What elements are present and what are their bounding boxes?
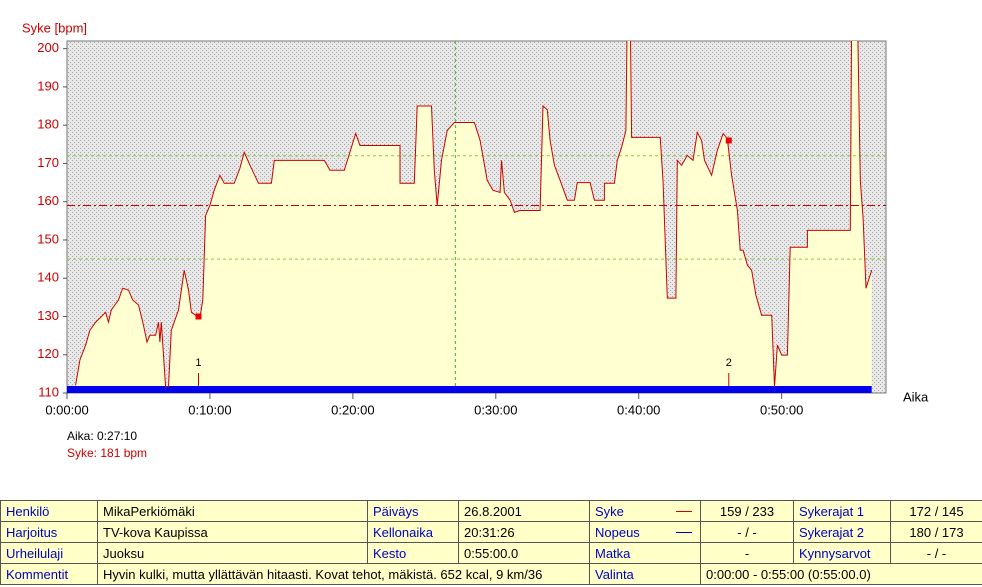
y-tick-label: 160 [37, 193, 59, 208]
cell: 0:00:00 - 0:55:00 (0:55:00.0) [700, 563, 982, 585]
x-tick-label: 0:20:00 [331, 402, 374, 417]
cell: Päiväys [367, 500, 459, 522]
selection-bar [67, 386, 872, 393]
y-tick-label: 200 [37, 40, 59, 55]
y-tick-label: 120 [37, 346, 59, 361]
cell: 20:31:26 [458, 521, 590, 543]
cell: Juoksu [97, 542, 368, 564]
lap-label: 2 [726, 357, 732, 369]
cell: TV-kova Kaupissa [97, 521, 368, 543]
y-tick-label: 150 [37, 231, 59, 246]
cell: 180 / 173 [890, 521, 982, 543]
cell: 0:55:00.0 [458, 542, 590, 564]
cell: Kommentit [0, 563, 98, 585]
lap-marker [725, 137, 732, 144]
cell: Urheilulaji [0, 542, 98, 564]
y-tick-label: 180 [37, 117, 59, 132]
lap-marker [195, 313, 202, 320]
legend-line [676, 532, 692, 533]
y-tick-label: 190 [37, 78, 59, 93]
cell: Sykerajat 1 [793, 500, 891, 522]
cursor-time: Aika: 0:27:10 [67, 429, 137, 443]
label: Syke [595, 503, 624, 519]
cell: Syke [589, 500, 701, 522]
y-axis-label: Syke [bpm] [22, 20, 87, 35]
y-tick-label: 140 [37, 270, 59, 285]
cell: Henkilö [0, 500, 98, 522]
area [75, 41, 872, 393]
cursor-hr: Syke: 181 bpm [67, 446, 147, 460]
label: Nopeus [595, 524, 640, 540]
cell: 159 / 233 [700, 500, 794, 522]
x-tick-label: 0:00:00 [45, 402, 88, 417]
cell: 26.8.2001 [458, 500, 590, 522]
y-tick-label: 130 [37, 308, 59, 323]
cell: 172 / 145 [890, 500, 982, 522]
cell: Harjoitus [0, 521, 98, 543]
lap-label: 1 [195, 357, 201, 369]
x-tick-label: 0:40:00 [617, 402, 660, 417]
cell: Nopeus [589, 521, 701, 543]
hr-line [75, 41, 873, 388]
y-tick-label: 110 [38, 384, 59, 399]
cell: Hyvin kulki, mutta yllättävän hitaasti. … [97, 563, 590, 585]
info-table: Henkilö MikaPerkiömäki Päiväys 26.8.2001 S… [0, 500, 982, 585]
cell: - / - [700, 521, 794, 543]
cell: Matka [589, 542, 701, 564]
x-tick-label: 0:30:00 [474, 402, 517, 417]
cell: Kellonaika [367, 521, 459, 543]
cell: - / - [890, 542, 982, 564]
y-tick-label: 170 [37, 155, 59, 170]
x-axis-label: Aika [903, 389, 929, 404]
x-tick-label: 0:50:00 [760, 402, 803, 417]
chart: Syke [bpm] Aika Aika: 0:27:10 Syke: 181 … [22, 20, 929, 460]
legend-line [676, 511, 692, 512]
cell: Sykerajat 2 [793, 521, 891, 543]
x-tick-label: 0:10:00 [188, 402, 231, 417]
cell: Kesto [367, 542, 459, 564]
cell: - [700, 542, 794, 564]
cell: Kynnysarvot [793, 542, 891, 564]
cell: MikaPerkiömäki [97, 500, 368, 522]
cell: Valinta [589, 563, 701, 585]
